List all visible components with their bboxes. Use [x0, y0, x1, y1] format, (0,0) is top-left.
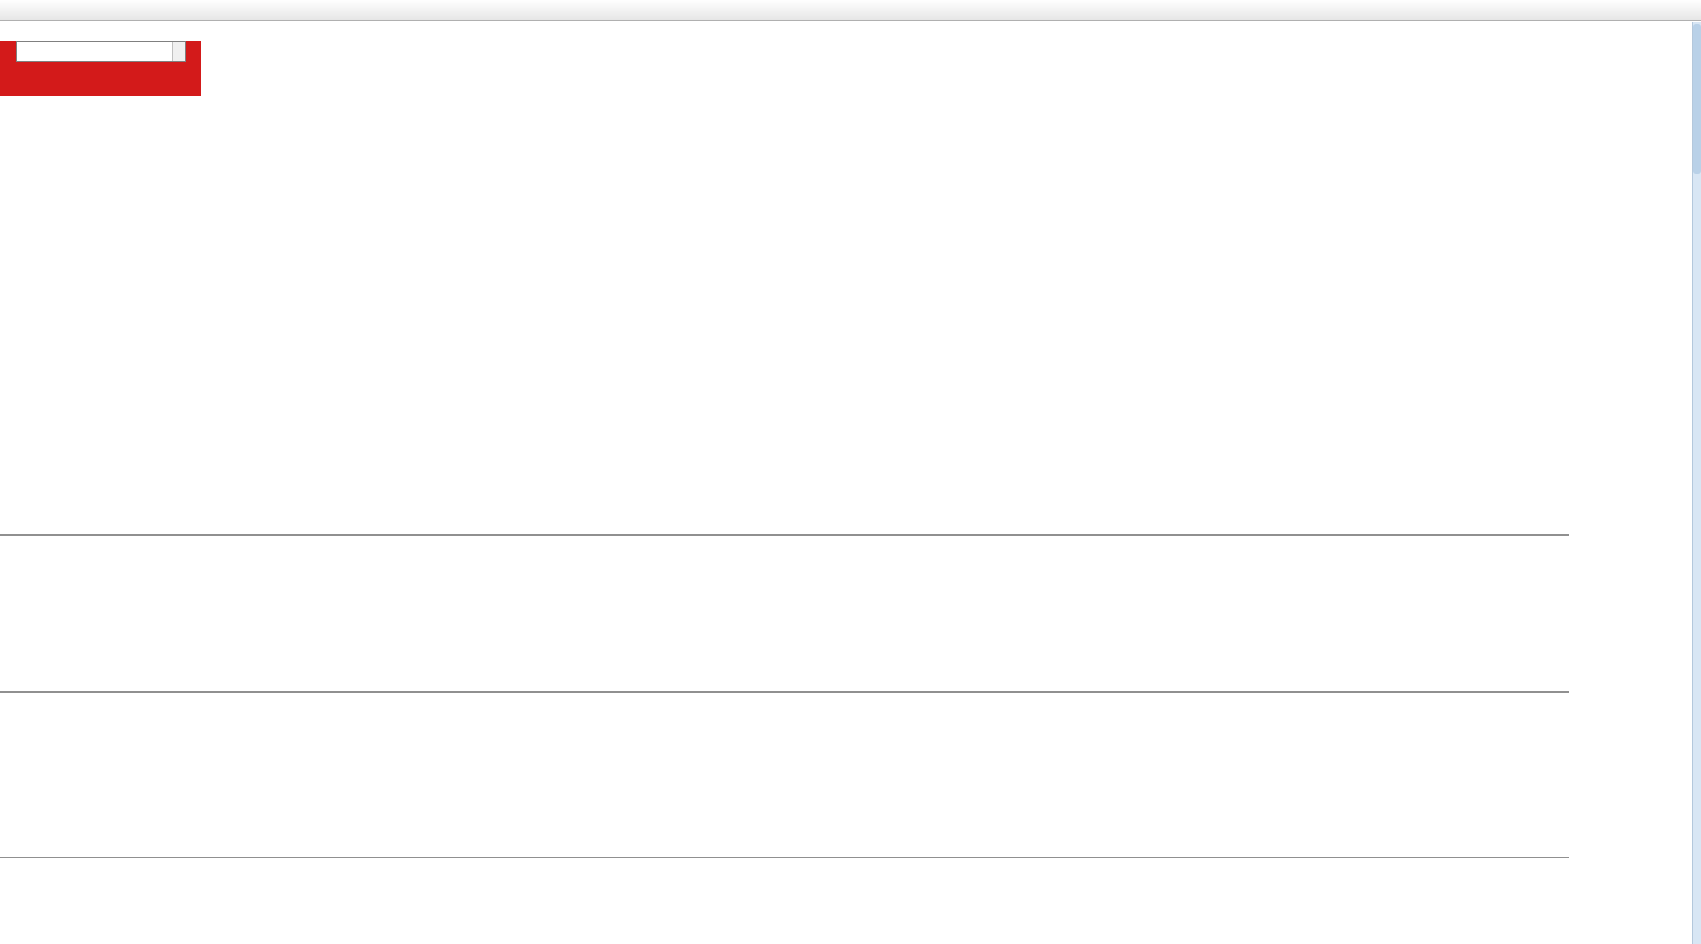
- scrollbar-thumb[interactable]: [1693, 24, 1701, 174]
- vertical-scrollbar[interactable]: [1692, 22, 1701, 944]
- panel-separator-rsi[interactable]: [0, 691, 1569, 693]
- volume-decrease-button[interactable]: [172, 51, 185, 61]
- buy-button[interactable]: [185, 41, 201, 62]
- sell-price[interactable]: [0, 62, 101, 96]
- volume-input[interactable]: [16, 42, 172, 61]
- sell-button[interactable]: [0, 41, 16, 62]
- one-click-trading-panel: [0, 41, 201, 96]
- quote-prices: [0, 62, 201, 96]
- toolbar: [0, 0, 1701, 21]
- buy-price[interactable]: [101, 62, 202, 96]
- time-axis-border: [0, 857, 1569, 858]
- volume-spinner: [171, 42, 185, 61]
- volume-field: [15, 41, 186, 62]
- panel-separator-macd[interactable]: [0, 534, 1569, 536]
- price-axis: [1520, 0, 1590, 944]
- volume-increase-button[interactable]: [172, 42, 185, 52]
- chart-canvas[interactable]: [0, 22, 1520, 857]
